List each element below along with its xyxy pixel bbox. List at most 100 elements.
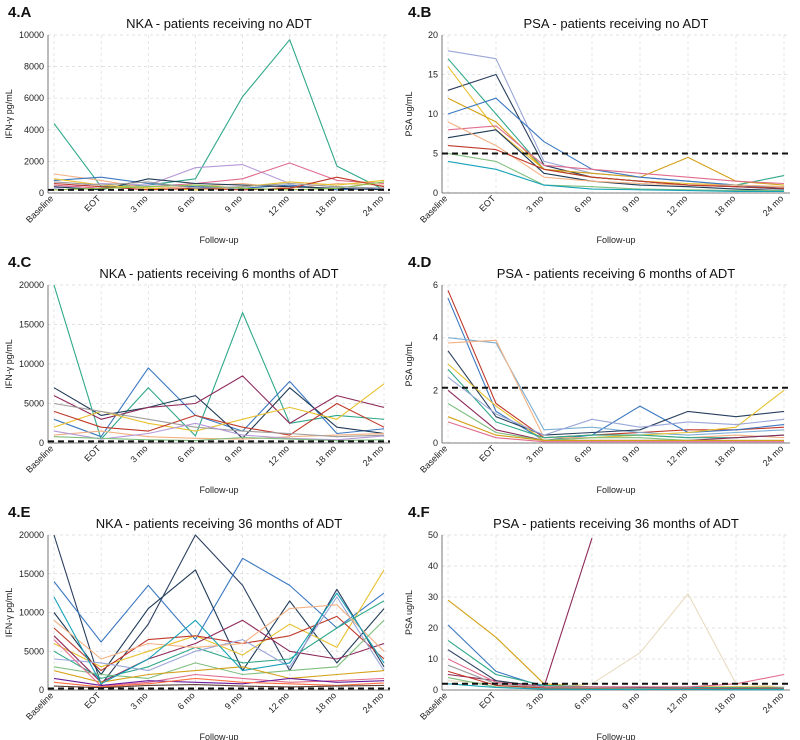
panel-id: 4.A xyxy=(8,4,32,21)
y-tick-label: 0 xyxy=(39,685,44,695)
x-axis-label: Follow-up xyxy=(199,485,238,495)
series-line-15 xyxy=(53,677,385,688)
x-axis-label: Follow-up xyxy=(199,235,238,245)
series-line-6 xyxy=(53,600,385,679)
x-tick-label: 18 mo xyxy=(314,193,339,218)
x-tick-label: 12 mo xyxy=(266,690,291,715)
chart-title: PSA - patients receiving 6 months of ADT xyxy=(497,266,736,281)
y-tick-label: 6 xyxy=(433,280,438,290)
y-tick-label: 6000 xyxy=(24,93,44,103)
y-tick-label: 4000 xyxy=(24,125,44,135)
y-axis-label: PSA ug/mL xyxy=(404,91,414,136)
x-tick-label: 6 mo xyxy=(572,690,593,711)
x-tick-label: Baseline xyxy=(418,443,449,474)
chart-title: NKA - patients receiving 36 months of AD… xyxy=(96,516,342,531)
y-axis-label: IFN-γ pg/mL xyxy=(4,339,14,389)
x-tick-label: 12 mo xyxy=(665,193,690,218)
series-line-7 xyxy=(447,125,785,185)
x-tick-label: 12 mo xyxy=(665,690,690,715)
panel-4c: 4.C NKA - patients receiving 6 months of … xyxy=(4,254,390,495)
series-line-4 xyxy=(53,375,385,424)
series-line-1 xyxy=(447,599,784,688)
series-line-13 xyxy=(53,592,385,685)
y-tick-label: 2 xyxy=(433,385,438,395)
x-tick-label: 6 mo xyxy=(572,193,593,214)
x-tick-label: 9 mo xyxy=(223,690,244,711)
x-tick-label: 6 mo xyxy=(176,443,197,464)
x-tick-label: 24 mo xyxy=(361,690,386,715)
series-line-10 xyxy=(53,181,385,189)
x-tick-label: 3 mo xyxy=(128,690,149,711)
x-axis-label: Follow-up xyxy=(596,235,635,245)
chart-title: PSA - patients receiving no ADT xyxy=(524,16,709,31)
x-tick-label: 18 mo xyxy=(713,690,738,715)
y-tick-label: 0 xyxy=(433,188,438,198)
y-tick-label: 10000 xyxy=(19,30,44,40)
x-tick-label: 24 mo xyxy=(761,193,786,218)
series-line-6 xyxy=(447,363,785,441)
y-tick-label: 5 xyxy=(433,149,438,159)
x-tick-label: 9 mo xyxy=(620,443,641,464)
y-tick-label: 10000 xyxy=(19,359,44,369)
x-tick-label: 9 mo xyxy=(620,690,641,711)
y-tick-label: 20 xyxy=(428,623,438,633)
series-line-12 xyxy=(53,639,385,687)
series-line-7 xyxy=(53,178,385,191)
x-tick-label: EOT xyxy=(477,443,498,464)
x-tick-label: 9 mo xyxy=(223,193,244,214)
y-tick-label: 20000 xyxy=(19,530,44,540)
series-line-14 xyxy=(53,677,385,686)
y-tick-label: 15 xyxy=(428,70,438,80)
x-tick-label: 3 mo xyxy=(524,193,545,214)
series-line-2 xyxy=(53,557,385,643)
x-tick-label: 12 mo xyxy=(665,443,690,468)
series-line-6 xyxy=(447,97,785,189)
x-tick-label: 12 mo xyxy=(266,193,291,218)
series-line-2 xyxy=(447,58,785,186)
series-line-16 xyxy=(53,684,385,689)
series-line-3 xyxy=(53,387,385,439)
x-tick-label: 18 mo xyxy=(314,443,339,468)
series-line-2 xyxy=(447,537,593,688)
series-line-5 xyxy=(53,615,385,672)
panel-id: 4.B xyxy=(408,4,432,21)
panel-id: 4.E xyxy=(8,504,31,521)
x-tick-label: EOT xyxy=(477,690,498,711)
y-axis-label: IFN-γ pg/mL xyxy=(4,89,14,139)
y-tick-label: 15000 xyxy=(19,569,44,579)
y-tick-label: 20000 xyxy=(19,280,44,290)
chart-title: PSA - patients receiving 36 months of AD… xyxy=(493,516,739,531)
x-tick-label: 12 mo xyxy=(266,443,291,468)
panel-4a: 4.A NKA - patients receiving no ADT 0 2000 4… xyxy=(4,4,390,245)
x-tick-label: Baseline xyxy=(418,193,449,224)
series-line-4 xyxy=(53,569,385,668)
x-axis-label: Follow-up xyxy=(596,732,635,740)
series-line-8 xyxy=(447,129,785,192)
series-line-5 xyxy=(447,350,785,436)
x-tick-label: 6 mo xyxy=(176,690,197,711)
x-tick-label: 24 mo xyxy=(361,193,386,218)
series-line-7 xyxy=(447,658,785,688)
x-tick-label: Baseline xyxy=(418,690,449,721)
series-line-11 xyxy=(447,683,784,691)
series-line-1 xyxy=(53,284,385,440)
series-line-8 xyxy=(447,376,785,436)
series-line-1 xyxy=(447,50,785,188)
series-line-11 xyxy=(447,416,784,441)
y-tick-label: 8000 xyxy=(24,62,44,72)
x-tick-label: EOT xyxy=(82,443,103,464)
series-line-11 xyxy=(53,666,385,683)
panel-id: 4.F xyxy=(408,504,430,521)
x-tick-label: Baseline xyxy=(24,193,55,224)
y-tick-label: 2000 xyxy=(24,156,44,166)
x-tick-label: 9 mo xyxy=(223,443,244,464)
x-tick-label: 3 mo xyxy=(128,443,149,464)
y-tick-label: 40 xyxy=(428,561,438,571)
x-axis-label: Follow-up xyxy=(199,732,238,740)
x-axis-label: Follow-up xyxy=(596,485,635,495)
y-tick-label: 10 xyxy=(428,654,438,664)
y-tick-label: 0 xyxy=(433,685,438,695)
x-tick-label: 6 mo xyxy=(176,193,197,214)
y-axis-label: PSA ug/mL xyxy=(404,341,414,386)
